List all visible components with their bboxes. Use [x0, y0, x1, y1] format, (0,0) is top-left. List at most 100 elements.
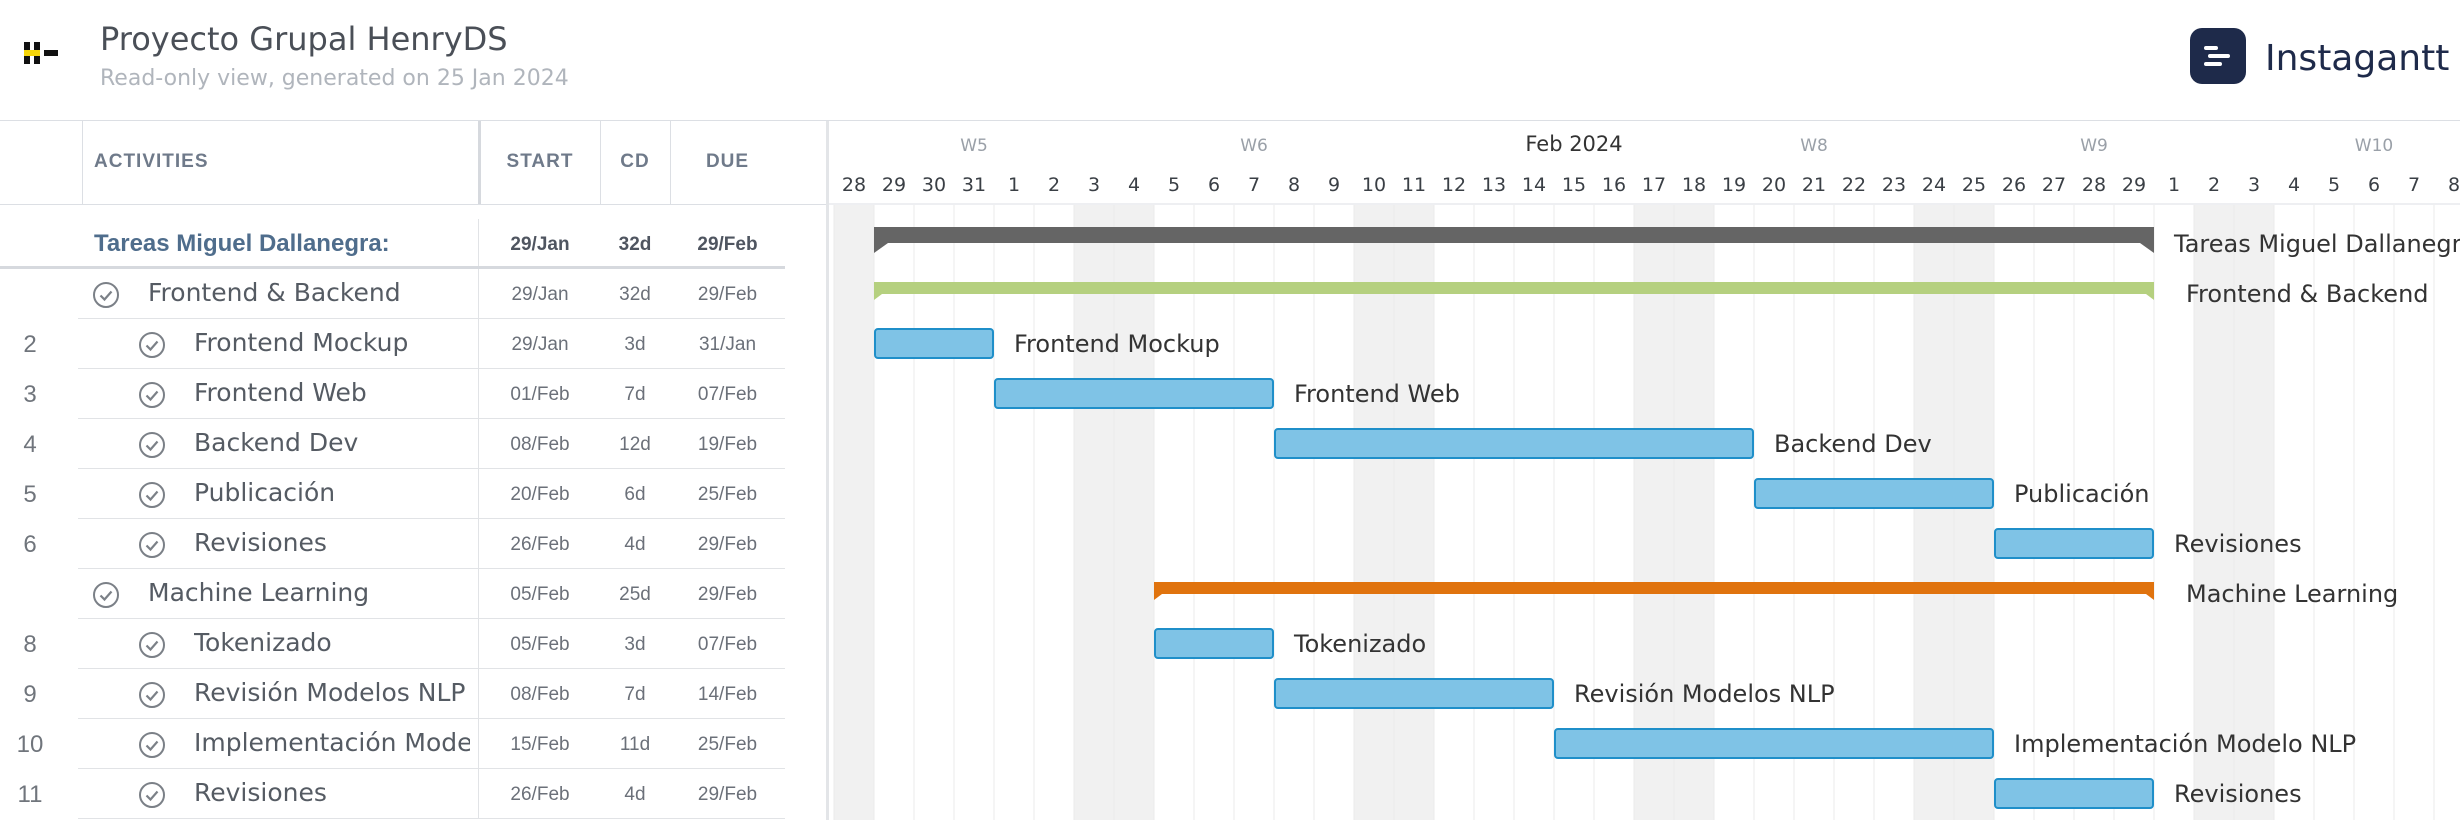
- duration[interactable]: 12d: [619, 434, 651, 455]
- start-date[interactable]: 15/Feb: [510, 734, 570, 755]
- duration[interactable]: 7d: [624, 384, 646, 405]
- duration[interactable]: 6d: [624, 484, 646, 505]
- day-label: 8: [1288, 174, 1300, 196]
- activity-name[interactable]: Revisiones: [194, 528, 327, 557]
- due-date[interactable]: 29/Feb: [697, 284, 758, 305]
- due-date[interactable]: 14/Feb: [697, 684, 758, 705]
- task-row[interactable]: 4 Backend Dev 08/Feb 12d 19/Feb: [0, 419, 785, 469]
- activity-name[interactable]: Machine Learning: [148, 578, 370, 607]
- due-date[interactable]: 29/Feb: [697, 534, 758, 555]
- task-bar[interactable]: [1994, 778, 2154, 809]
- instagantt-logo-icon[interactable]: [2190, 28, 2246, 84]
- activity-name[interactable]: Tareas Miguel Dallanegra:: [94, 230, 390, 257]
- due-date[interactable]: 29/Feb: [697, 234, 758, 255]
- column-header-due[interactable]: DUE: [705, 151, 750, 172]
- subgroup-row[interactable]: Frontend & Backend 29/Jan 32d 29/Feb: [0, 269, 785, 319]
- due-date[interactable]: 25/Feb: [697, 734, 758, 755]
- task-bar[interactable]: [1554, 728, 1994, 759]
- column-header-activities[interactable]: ACTIVITIES: [94, 151, 209, 172]
- complete-check-icon[interactable]: [138, 731, 166, 759]
- duration[interactable]: 11d: [619, 734, 651, 755]
- due-date[interactable]: 07/Feb: [697, 634, 758, 655]
- group-bar[interactable]: [874, 282, 2154, 300]
- task-row[interactable]: 11 Revisiones 26/Feb 4d 29/Feb: [0, 769, 785, 819]
- due-date[interactable]: 31/Jan: [698, 334, 757, 355]
- task-row[interactable]: 5 Publicación 20/Feb 6d 25/Feb: [0, 469, 785, 519]
- start-date[interactable]: 26/Feb: [510, 534, 570, 555]
- duration[interactable]: 7d: [624, 684, 646, 705]
- table-header: ACTIVITIES START CD DUE: [0, 121, 826, 205]
- activity-name[interactable]: Frontend Mockup: [194, 328, 409, 357]
- task-bar[interactable]: [1154, 628, 1274, 659]
- task-row[interactable]: 3 Frontend Web 01/Feb 7d 07/Feb: [0, 369, 785, 419]
- activity-name[interactable]: Backend Dev: [194, 428, 359, 457]
- column-header-cd[interactable]: CD: [620, 151, 650, 172]
- complete-check-icon[interactable]: [138, 681, 166, 709]
- task-row[interactable]: 10 Implementación Model… 15/Feb 11d 25/Feb: [0, 719, 785, 769]
- start-date[interactable]: 01/Feb: [510, 384, 570, 405]
- brand-name[interactable]: Instagantt: [2265, 38, 2450, 79]
- column-resize-handle[interactable]: [478, 121, 481, 204]
- column-header-start[interactable]: START: [506, 151, 574, 172]
- activity-name[interactable]: Revisiones: [194, 778, 327, 807]
- day-label: 15: [1562, 174, 1586, 196]
- activity-name[interactable]: Publicación: [194, 478, 336, 507]
- task-row[interactable]: 6 Revisiones 26/Feb 4d 29/Feb: [0, 519, 785, 569]
- group-bar[interactable]: [1154, 582, 2154, 600]
- complete-check-icon[interactable]: [138, 431, 166, 459]
- start-date[interactable]: 29/Jan: [511, 334, 569, 355]
- summary-bar[interactable]: [874, 227, 2154, 253]
- duration[interactable]: 3d: [624, 334, 646, 355]
- task-bar[interactable]: [1754, 478, 1994, 509]
- start-date[interactable]: 26/Feb: [510, 784, 570, 805]
- due-date[interactable]: 07/Feb: [697, 384, 758, 405]
- weekend-column: [1954, 205, 1994, 820]
- start-date[interactable]: 08/Feb: [510, 684, 570, 705]
- pane-divider[interactable]: [826, 121, 829, 820]
- task-bar[interactable]: [1274, 678, 1554, 709]
- complete-check-icon[interactable]: [138, 331, 166, 359]
- task-bar[interactable]: [994, 378, 1274, 409]
- duration[interactable]: 25d: [619, 584, 651, 605]
- task-row[interactable]: 2 Frontend Mockup 29/Jan 3d 31/Jan: [0, 319, 785, 369]
- complete-check-icon[interactable]: [92, 281, 120, 309]
- complete-check-icon[interactable]: [92, 581, 120, 609]
- task-bar[interactable]: [874, 328, 994, 359]
- duration[interactable]: 4d: [624, 534, 646, 555]
- start-date[interactable]: 08/Feb: [510, 434, 570, 455]
- start-date[interactable]: 29/Jan: [511, 284, 569, 305]
- start-date[interactable]: 20/Feb: [510, 484, 570, 505]
- start-date[interactable]: 05/Feb: [510, 634, 570, 655]
- start-date[interactable]: 05/Feb: [510, 584, 570, 605]
- due-date[interactable]: 19/Feb: [697, 434, 758, 455]
- activity-name[interactable]: Tokenizado: [194, 628, 332, 657]
- duration[interactable]: 3d: [624, 634, 646, 655]
- activity-name[interactable]: Frontend & Backend: [148, 278, 401, 307]
- duration[interactable]: 32d: [618, 234, 652, 255]
- task-row[interactable]: 9 Revisión Modelos NLP 08/Feb 7d 14/Feb: [0, 669, 785, 719]
- complete-check-icon[interactable]: [138, 631, 166, 659]
- weekend-column: [1914, 205, 1954, 820]
- group-row[interactable]: Tareas Miguel Dallanegra: 29/Jan 32d 29/Feb: [0, 219, 785, 269]
- complete-check-icon[interactable]: [138, 381, 166, 409]
- week-label: W10: [2355, 136, 2393, 156]
- row-number: 10: [16, 731, 44, 758]
- task-row[interactable]: 8 Tokenizado 05/Feb 3d 07/Feb: [0, 619, 785, 669]
- complete-check-icon[interactable]: [138, 481, 166, 509]
- start-date[interactable]: 29/Jan: [510, 234, 570, 255]
- due-date[interactable]: 29/Feb: [697, 584, 758, 605]
- task-bar[interactable]: [1994, 528, 2154, 559]
- day-label: 20: [1762, 174, 1786, 196]
- task-bar[interactable]: [1274, 428, 1754, 459]
- subgroup-row[interactable]: Machine Learning 05/Feb 25d 29/Feb: [0, 569, 785, 619]
- activity-name[interactable]: Frontend Web: [194, 378, 367, 407]
- complete-check-icon[interactable]: [138, 781, 166, 809]
- activity-name[interactable]: Implementación Model…: [194, 728, 470, 757]
- day-label: 6: [1208, 174, 1220, 196]
- due-date[interactable]: 29/Feb: [697, 784, 758, 805]
- duration[interactable]: 32d: [619, 284, 651, 305]
- due-date[interactable]: 25/Feb: [697, 484, 758, 505]
- complete-check-icon[interactable]: [138, 531, 166, 559]
- activity-name[interactable]: Revisión Modelos NLP: [194, 678, 466, 707]
- duration[interactable]: 4d: [624, 784, 646, 805]
